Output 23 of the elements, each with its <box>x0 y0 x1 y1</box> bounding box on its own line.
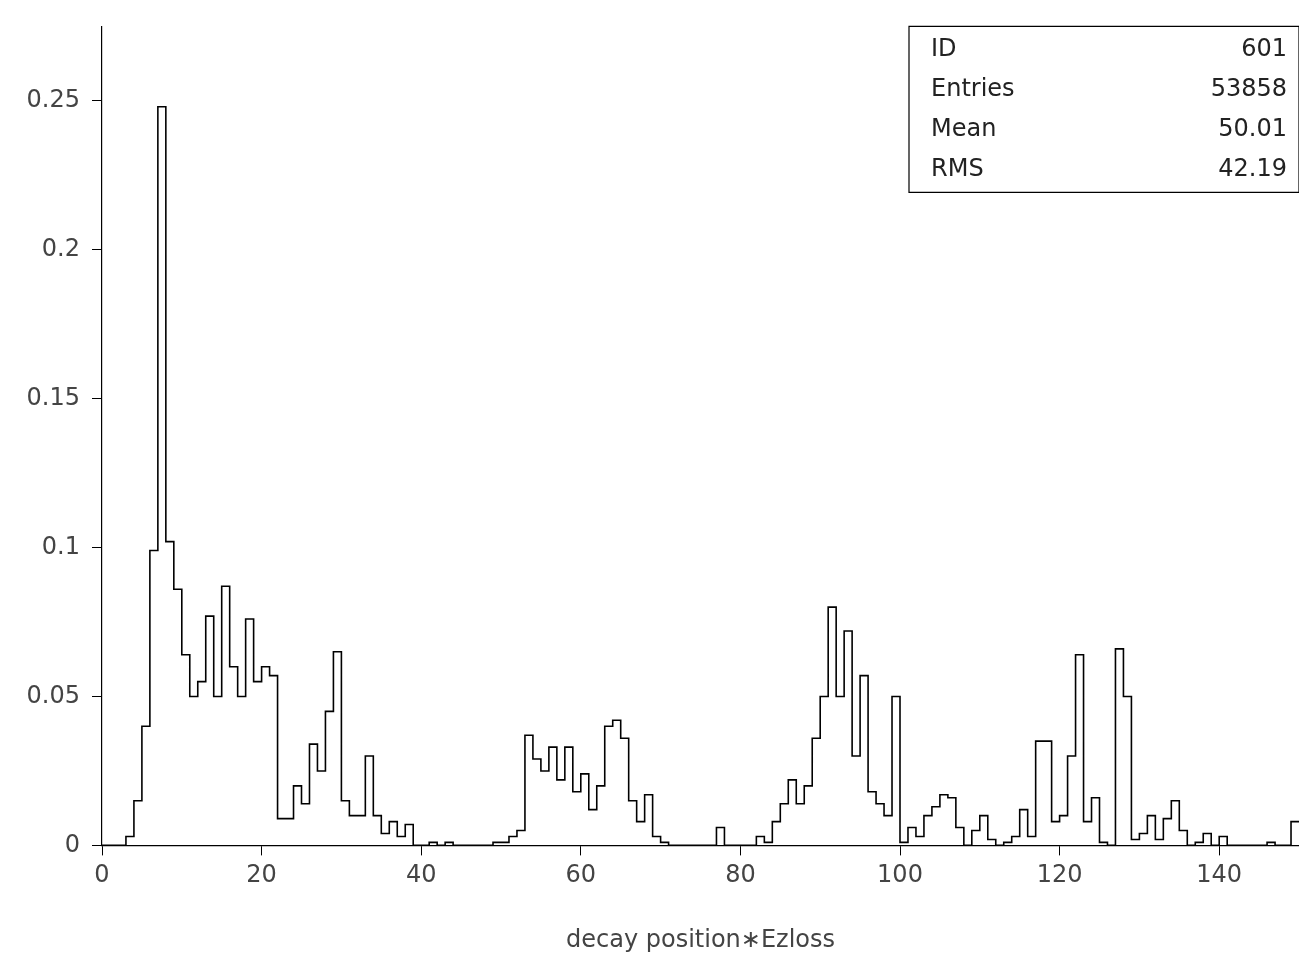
y-tick-label: 0 <box>64 829 80 858</box>
x-tick-label: 140 <box>1196 860 1243 889</box>
x-tick-label: 80 <box>725 860 756 889</box>
annotation: RMS <box>931 153 984 182</box>
annotation: Entries <box>931 73 1015 102</box>
annotation: ID <box>931 33 957 62</box>
x-tick-label: 100 <box>877 860 923 889</box>
y-tick-label: 0.25 <box>26 85 80 114</box>
y-tick-label: 0.2 <box>41 234 80 262</box>
annotation: 601 <box>1241 33 1287 62</box>
x-tick-label: 0 <box>94 860 110 889</box>
annotation: 53858 <box>1210 73 1287 102</box>
x-tick-label: 120 <box>1036 860 1083 889</box>
annotation: 50.01 <box>1218 113 1287 142</box>
x-tick-label: 20 <box>246 860 277 889</box>
annotation: 42.19 <box>1218 153 1287 182</box>
x-tick-label: 60 <box>565 860 597 889</box>
y-tick-label: 0.05 <box>26 680 80 709</box>
y-tick-label: 0.1 <box>41 531 80 560</box>
x-tick-label: 40 <box>405 860 437 889</box>
annotation: Mean <box>931 113 997 142</box>
x-axis-title: decay position∗Ezloss <box>565 924 836 953</box>
y-tick-label: 0.15 <box>26 382 80 411</box>
